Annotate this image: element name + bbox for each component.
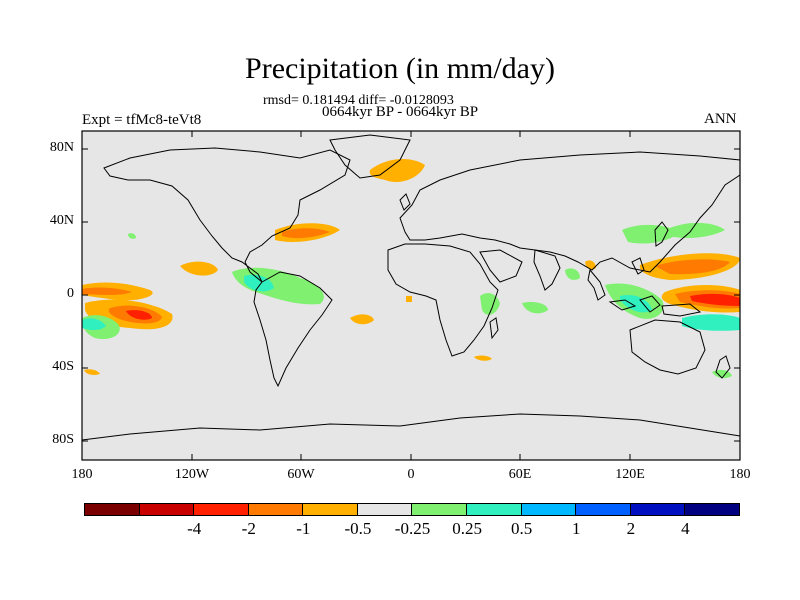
colorbar-tick-label: 0.25: [452, 519, 482, 538]
colorbar-cell: [193, 503, 249, 516]
colorbar-cell: [629, 503, 686, 516]
map-title: Precipitation (in mm/day): [245, 52, 555, 85]
lon-label-120e: 120E: [615, 467, 645, 482]
patch-red: [690, 293, 740, 306]
colorbar-cell: [138, 503, 195, 516]
patch-green: [670, 222, 725, 238]
patch-green: [128, 233, 136, 239]
patch-orange: [180, 261, 218, 276]
colorbar-tick-label: -0.5: [344, 519, 372, 538]
colorbar-cell: [302, 503, 358, 516]
patch-cyan: [244, 274, 274, 292]
patch-red-orange: [82, 287, 132, 295]
lon-label-60w: 60W: [287, 467, 315, 482]
colorbar-tick-label: -4: [187, 519, 202, 538]
patch-cyan: [682, 314, 740, 331]
lat-label-80n: 80N: [49, 140, 74, 155]
lon-label-0: 0: [407, 467, 415, 482]
lat-label-80s: 80S: [52, 432, 74, 447]
patch-orange: [369, 158, 425, 183]
patch-red: [126, 310, 152, 320]
negative-anomalies: [82, 158, 740, 375]
lat-label-40n: 40N: [49, 213, 74, 228]
colorbar-tick-label: -1: [296, 519, 311, 538]
patch-green: [565, 268, 580, 280]
colorbar-tick-label: 1: [572, 519, 581, 538]
colorbar-cell: [356, 503, 413, 516]
patch-orange: [350, 314, 374, 325]
period-line: 0664kyr BP - 0664kyr BP: [322, 104, 479, 120]
patch-red-orange: [282, 228, 330, 239]
patch-orange: [474, 355, 492, 361]
colorbar-cell: [466, 503, 522, 516]
lon-label-120w: 120W: [174, 467, 210, 482]
colorbar-cell: [247, 503, 304, 516]
colorbar-cell: [575, 503, 631, 516]
colorbar: [84, 503, 740, 516]
patch-orange: [84, 369, 100, 375]
colorbar-tick-label: -2: [241, 519, 256, 538]
colorbar-cell: [520, 503, 577, 516]
lat-label-40s: 40S: [52, 359, 74, 374]
lon-label-180e: 180: [729, 467, 751, 482]
patch-cyan: [620, 294, 652, 313]
coastlines: [81, 134, 741, 441]
colorbar-tick-label: 0.5: [511, 519, 533, 538]
colorbar-tick-label: 2: [626, 519, 636, 538]
patch-green: [622, 224, 680, 244]
lat-label-0: 0: [67, 286, 74, 301]
patch-red-orange: [655, 259, 730, 275]
lon-label-60e: 60E: [508, 467, 532, 482]
experiment-label: Expt = tfMc8-teVt8: [82, 112, 202, 128]
colorbar-cell: [84, 503, 140, 516]
colorbar-tick-label: -0.25: [394, 519, 431, 538]
colorbar-cell: [684, 503, 740, 516]
axis-ticks: [81, 131, 741, 460]
patch-orange: [406, 296, 412, 302]
patch-cyan: [82, 318, 106, 330]
lon-label-180w: 180: [71, 467, 93, 482]
colorbar-tick-label: 4: [681, 519, 690, 538]
colorbar-cell: [411, 503, 468, 516]
season-label: ANN: [704, 111, 737, 127]
stats-line: rmsd= 0.181494 diff= -0.0128093: [263, 93, 454, 108]
patch-green: [522, 301, 548, 314]
